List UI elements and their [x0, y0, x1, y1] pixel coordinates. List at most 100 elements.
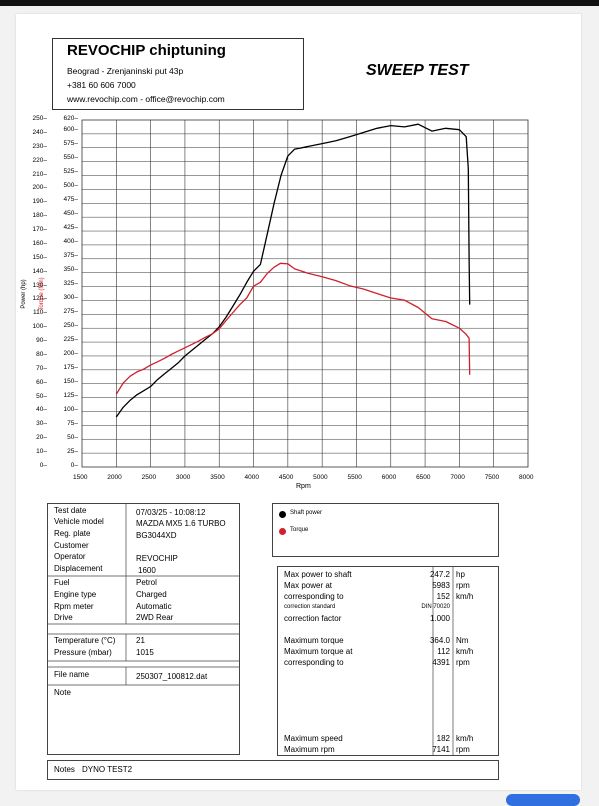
company-header-box: REVOCHIP chiptuning Beograd - Zrenjanins… [52, 38, 304, 110]
notes-box: Notes DYNO TEST2 [47, 760, 499, 780]
shaft-power-line [115, 123, 471, 418]
y-torque-tick-label: 225– [63, 336, 78, 344]
y-torque-tick-label: 100– [63, 406, 78, 414]
y-power-tick-label: 140– [32, 267, 47, 275]
pressure-value: 1015 [136, 648, 154, 657]
vehicle-info-box: Test date 07/03/25 - 10:08:12 Vehicle mo… [47, 503, 240, 755]
notes-label: Notes [54, 765, 75, 774]
max-speed-label: Maximum speed [284, 734, 343, 743]
chart-legend: Shaft power Torque [272, 503, 499, 557]
x-tick-label: 3500 [210, 474, 225, 481]
correction-factor-value: 1.000 [429, 614, 450, 623]
shaft-power-legend-marker [279, 511, 286, 518]
x-tick-label: 8000 [519, 474, 534, 481]
y-power-tick-label: 120– [32, 295, 47, 303]
x-tick-label: 7000 [450, 474, 465, 481]
x-axis-label: Rpm [296, 483, 311, 490]
y-torque-tick-label: 125– [63, 392, 78, 400]
test-date-label: Test date [54, 506, 87, 515]
engine-type-value: Charged [136, 590, 167, 599]
operator-value: REVOCHIP [136, 554, 178, 563]
y-torque-tick-label: 200– [63, 350, 78, 358]
y-torque-tick-label: 620– [63, 115, 78, 122]
y-power-tick-label: 200– [32, 184, 47, 192]
y-power-tick-label: 110– [33, 309, 47, 317]
y-torque-tick-label: 50– [67, 434, 78, 442]
x-tick-label: 5500 [347, 474, 362, 481]
vehicle-model-label: Vehicle model [54, 517, 104, 526]
max-power-value: 247.2 [429, 570, 450, 579]
torque-legend-marker [279, 528, 286, 535]
x-tick-label: 2500 [141, 474, 157, 481]
y-left-axis-label: Power (hp) [21, 279, 27, 309]
torque-line [115, 262, 471, 395]
max-speed-value: 182 [436, 734, 450, 743]
vehicle-model-value: MAZDA MX5 1.6 TURBO [136, 519, 226, 528]
y-torque-tick-label: 300– [63, 294, 78, 302]
max-power-at-label: Max power at [284, 581, 333, 590]
max-rpm-label: Maximum rpm [284, 745, 335, 754]
max-power-rpm-unit: rpm [456, 581, 470, 590]
y-torque-tick-label: 500– [63, 182, 78, 190]
y-power-tick-label: 30– [36, 420, 47, 428]
results-grid-lines [432, 567, 454, 755]
y-power-tick-label: 150– [32, 253, 47, 261]
max-power-label: Max power to shaft [284, 570, 352, 579]
y-power-tick-label: 170– [32, 226, 47, 234]
correction-standard-label: correction standard [284, 604, 336, 610]
corresponding-rpm-label: corresponding to [284, 658, 344, 667]
pressure-label: Pressure (mbar) [54, 648, 112, 657]
dyno-chart [81, 119, 529, 468]
results-box: Max power to shaft 247.2 hp Max power at… [277, 566, 499, 756]
drive-value: 2WD Rear [136, 613, 174, 622]
plot-area [81, 119, 529, 468]
y-power-tick-label: 190– [32, 198, 47, 206]
test-title: SWEEP TEST [366, 62, 469, 79]
reg-plate-label: Reg. plate [54, 529, 91, 538]
y-right-axis-label: Torque (Nm) [39, 277, 45, 311]
y-torque-tick-label: 450– [63, 210, 78, 218]
y-power-tick-label: 90– [36, 337, 47, 345]
customer-label: Customer [54, 541, 89, 550]
y-power-tick-label: 70– [36, 364, 47, 372]
y-torque-tick-label: 600– [63, 126, 78, 134]
max-torque-value: 364.0 [429, 636, 450, 645]
y-power-tick-label: 20– [36, 434, 47, 442]
test-date-value: 07/03/25 - 10:08:12 [136, 508, 206, 517]
max-torque-speed-value: 112 [437, 647, 450, 656]
y-power-tick-label: 50– [36, 392, 47, 400]
company-address: Beograd - Zrenjaninski put 43p [67, 66, 184, 76]
y-torque-tick-label: 150– [63, 378, 78, 386]
y-power-tick-label: 100– [32, 323, 47, 331]
y-torque-tick-label: 275– [63, 308, 78, 316]
y-torque-tick-label: 475– [63, 196, 78, 204]
max-torque-speed-unit: km/h [456, 647, 474, 656]
x-tick-label: 5000 [313, 474, 328, 481]
displacement-label: Displacement [54, 564, 103, 573]
y-power-tick-label: 130– [32, 281, 47, 289]
y-torque-tick-label: 250– [63, 322, 78, 330]
y-torque-tick-label: 575– [63, 140, 78, 148]
company-phone: +381 60 606 7000 [67, 80, 136, 90]
temperature-label: Temperature (°C) [54, 636, 116, 645]
x-tick-label: 2000 [107, 474, 122, 481]
corresponding-speed-value: 152 [436, 592, 450, 601]
fuel-value: Petrol [136, 578, 157, 587]
notes-value: DYNO TEST2 [82, 765, 133, 774]
y-power-tick-label: 210– [32, 170, 47, 178]
y-power-tick-label: 60– [36, 378, 47, 386]
x-tick-label: 3000 [175, 474, 191, 481]
y-power-tick-label: 0– [39, 462, 47, 469]
x-tick-label: 4000 [244, 474, 259, 481]
company-web: www.revochip.com - office@revochip.com [67, 94, 225, 104]
reg-plate-value: BG3044XD [136, 531, 177, 540]
y-torque-tick-label: 400– [63, 238, 78, 246]
y-power-tick-label: 10– [36, 448, 47, 456]
correction-standard-value: DIN 70020 [421, 604, 450, 610]
corresponding-speed-unit: km/h [456, 592, 474, 601]
y-torque-tick-label: 0– [70, 462, 78, 469]
floating-action-button[interactable] [506, 794, 580, 806]
temperature-value: 21 [136, 636, 145, 645]
y-torque-tick-label: 75– [67, 420, 78, 428]
y-torque-tick-label: 525– [63, 168, 78, 176]
